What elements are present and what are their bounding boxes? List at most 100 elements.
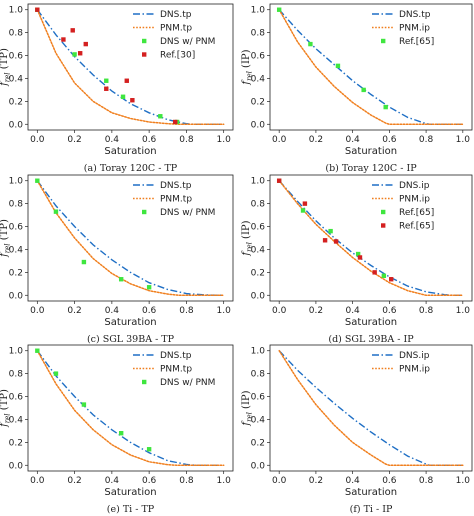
legend-entry: Ref.[65] xyxy=(399,208,434,218)
y-axis-label: frel (TP) xyxy=(0,48,12,87)
data-point xyxy=(118,277,124,282)
x-tick-label: 0.0 xyxy=(272,135,287,145)
y-axis-label: frel (IP) xyxy=(241,390,254,426)
x-axis-label: Saturation xyxy=(345,317,397,328)
data-point xyxy=(118,431,124,436)
data-point xyxy=(173,119,178,125)
y-tick-label: 0.6 xyxy=(251,223,266,233)
panel-caption: (e) Ti - TP xyxy=(107,504,155,515)
chart-panel-4: 0.0 0.2 0.4 0.6 0.8 1.0 0.0 0.2 0.4 0.6 0.8 1.0 Satu… xyxy=(0,344,234,515)
legend-entry: DNS.tp xyxy=(160,351,192,361)
x-axis-label: Saturation xyxy=(104,317,156,328)
y-tick-label: 1.0 xyxy=(9,177,24,187)
chart-panel-1: 0.0 0.2 0.4 0.6 0.8 1.0 0.0 0.2 0.4 0.6 0.8 1.0 Satu… xyxy=(241,3,473,174)
x-tick-label: 0.4 xyxy=(345,135,360,145)
series-line xyxy=(278,350,463,466)
x-axis-label: Saturation xyxy=(104,487,156,498)
y-tick-label: 1.0 xyxy=(251,347,266,357)
y-tick-label: 0.2 xyxy=(251,438,265,448)
x-tick-label: 0.0 xyxy=(30,306,45,316)
data-point xyxy=(276,178,282,183)
x-tick-label: 0.8 xyxy=(419,306,434,316)
y-tick-label: 0.4 xyxy=(9,74,24,84)
legend-entry: DNS w/ PNM xyxy=(160,378,215,388)
y-tick-label: 0.4 xyxy=(9,245,24,255)
y-tick-label: 0.0 xyxy=(9,120,24,130)
y-tick-label: 0.4 xyxy=(9,415,24,425)
x-tick-label: 0.2 xyxy=(67,135,81,145)
data-point xyxy=(383,104,388,110)
data-point xyxy=(61,37,66,42)
data-point xyxy=(302,201,308,206)
y-axis-label: frel (IP) xyxy=(241,49,254,85)
plot-frame xyxy=(269,3,473,131)
legend-entry: DNS.tp xyxy=(160,10,192,20)
series-line xyxy=(278,179,464,297)
x-tick-label: 0.8 xyxy=(419,476,434,486)
y-axis-label: frel (TP) xyxy=(0,219,12,258)
data-point xyxy=(300,208,306,213)
y-tick-label: 1.0 xyxy=(251,6,266,16)
x-tick-label: 0.8 xyxy=(179,476,194,486)
y-tick-label: 0.8 xyxy=(251,29,266,39)
y-tick-label: 0.6 xyxy=(251,393,266,403)
data-point xyxy=(104,78,109,83)
plot-frame xyxy=(27,174,234,302)
x-tick-label: 0.6 xyxy=(142,306,157,316)
x-tick-label: 0.2 xyxy=(67,476,81,486)
data-point xyxy=(70,28,75,33)
x-tick-label: 0.2 xyxy=(309,135,323,145)
chart-panel-3: 0.0 0.2 0.4 0.6 0.8 1.0 0.0 0.2 0.4 0.6 0.8 1.0 Satu… xyxy=(241,174,473,345)
x-tick-label: 0.0 xyxy=(30,476,45,486)
x-tick-label: 0.0 xyxy=(272,306,287,316)
legend-entry: PNM.tp xyxy=(160,195,192,205)
data-point xyxy=(81,259,87,265)
y-axis-label: frel (TP) xyxy=(0,389,12,428)
y-tick-label: 1.0 xyxy=(251,177,266,187)
data-point xyxy=(35,178,40,183)
plot-frame xyxy=(27,344,234,472)
x-tick-label: 1.0 xyxy=(456,306,471,316)
y-tick-label: 0.8 xyxy=(9,370,24,380)
legend-marker xyxy=(142,38,147,44)
y-tick-label: 0.2 xyxy=(251,268,265,278)
legend-entry: PNM.tp xyxy=(160,24,192,34)
plot-frame xyxy=(269,174,473,302)
panel-caption: (b) Toray 120C - IP xyxy=(325,163,417,174)
y-tick-label: 1.0 xyxy=(9,347,24,357)
x-tick-label: 1.0 xyxy=(456,135,471,145)
x-tick-label: 0.4 xyxy=(105,476,120,486)
data-point xyxy=(308,41,313,47)
x-tick-label: 0.6 xyxy=(382,306,397,316)
data-point xyxy=(124,78,129,83)
x-tick-label: 0.6 xyxy=(142,476,157,486)
data-point xyxy=(146,285,152,290)
y-tick-label: 0.2 xyxy=(9,268,23,278)
legend-marker xyxy=(381,38,386,44)
data-point xyxy=(322,238,328,243)
data-point xyxy=(130,98,135,103)
data-point xyxy=(35,7,40,12)
x-tick-label: 0.2 xyxy=(309,306,323,316)
data-point xyxy=(355,251,361,257)
x-tick-label: 0.6 xyxy=(142,135,157,145)
series-line xyxy=(36,180,224,296)
y-tick-label: 0.4 xyxy=(251,245,266,255)
y-tick-label: 0.6 xyxy=(9,52,24,62)
data-point xyxy=(120,94,126,99)
data-point xyxy=(83,41,88,47)
chart-panel-5: 0.0 0.2 0.4 0.6 0.8 1.0 0.0 0.2 0.4 0.6 0.8 1.0 Satu… xyxy=(241,344,473,515)
x-axis-label: Saturation xyxy=(345,146,397,157)
y-tick-label: 0.0 xyxy=(9,291,24,301)
y-tick-label: 0.2 xyxy=(9,438,23,448)
data-point xyxy=(146,447,152,452)
y-tick-label: 0.6 xyxy=(9,223,24,233)
y-tick-label: 0.0 xyxy=(9,461,24,471)
legend-entry: PNM.tp xyxy=(160,365,192,375)
x-tick-label: 0.8 xyxy=(179,306,194,316)
data-point xyxy=(104,86,109,91)
x-tick-label: 0.8 xyxy=(179,135,194,145)
y-tick-label: 0.6 xyxy=(9,393,24,403)
x-tick-label: 1.0 xyxy=(456,476,471,486)
